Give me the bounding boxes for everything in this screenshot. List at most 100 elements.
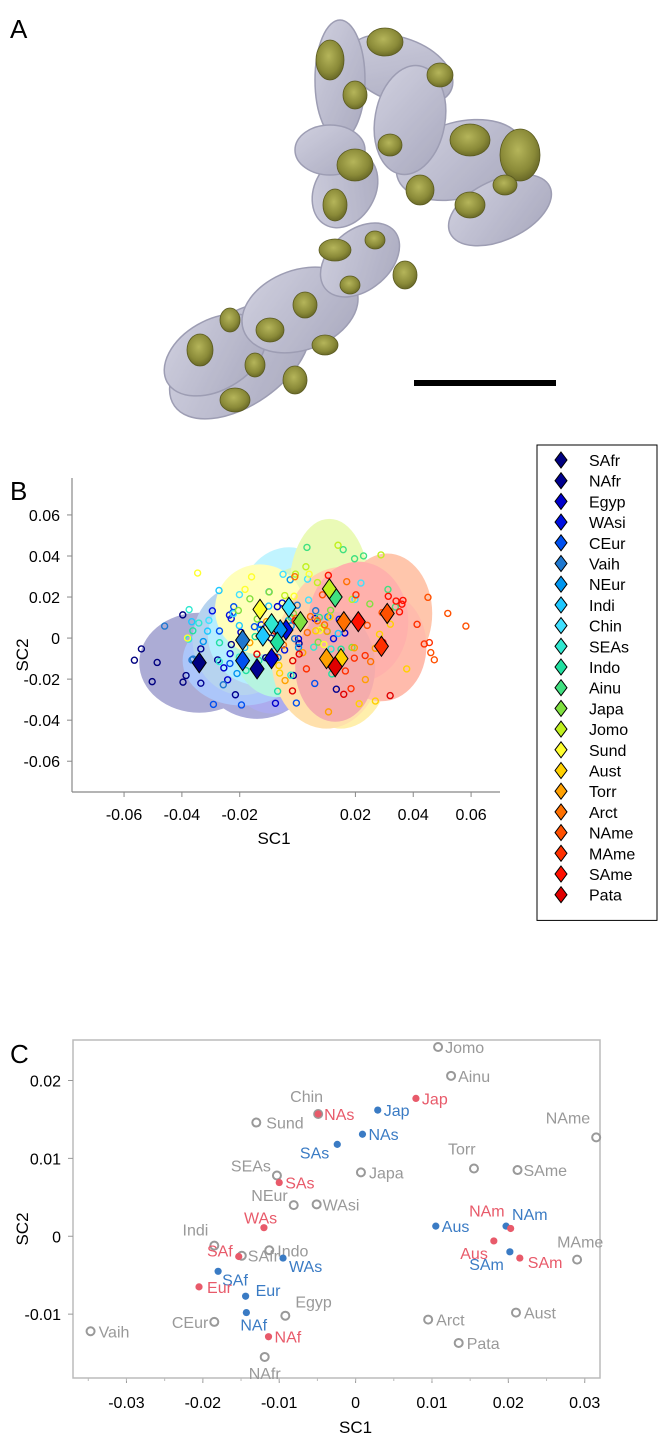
panel-b-sample-point [215, 639, 224, 647]
panel-b-legend-label: Arct [589, 805, 618, 822]
panel-b-sample-point [291, 573, 299, 581]
panel-c-label-aust: Aust [524, 1306, 557, 1323]
panel-b-legend-label: Jomo [589, 722, 628, 739]
panel-b-sample-point [302, 563, 310, 571]
panel-c-label-nam: NAm [512, 1207, 548, 1224]
panel-b-sample-point [295, 650, 303, 658]
panel-c-x-tick-label: 0.01 [416, 1395, 447, 1412]
panel-c-label-vaih: Vaih [99, 1324, 130, 1341]
panel-c-label-aus: Aus [460, 1246, 488, 1263]
panel-b-sample-point [323, 627, 331, 635]
panel-c-label: C [10, 1039, 29, 1069]
panel-b-sample-point [208, 607, 217, 615]
panel-b-sample-point [334, 541, 342, 549]
panel-b-y-tick-label: -0.04 [24, 713, 61, 730]
panel-b-sample-point [324, 571, 333, 580]
panel-b-sample-point [316, 626, 324, 634]
panel-c-x-tick-label: -0.03 [108, 1395, 145, 1412]
panel-c-label-arct: Arct [436, 1313, 465, 1330]
panel-c-point-ainu [446, 1070, 457, 1081]
panel-b-sample-point [366, 600, 374, 608]
panel-c-label-pata: Pata [467, 1336, 500, 1353]
panel-b-sample-point [223, 676, 232, 684]
panel-c-label-sam: SAm [528, 1255, 563, 1272]
panel-b-sample-point [264, 602, 273, 610]
panel-b-sample-point [359, 552, 368, 560]
panel-b-sample-point [318, 591, 327, 599]
panel-c-label-wasi: WAsi [323, 1197, 360, 1214]
panel-b-sample-point [311, 679, 319, 688]
panel-b-centroid-pata [327, 655, 343, 678]
panel-b-sample-point [350, 654, 359, 662]
panel-b-sample-point [219, 681, 228, 689]
panel-c-point-torr [468, 1163, 479, 1174]
panel-b-sample-point [324, 708, 333, 716]
panel-c-point-arct [423, 1314, 434, 1325]
panel-b-centroid-egyp [263, 647, 280, 670]
panel-b-sample-point [273, 687, 282, 695]
panel-c-point-nam [507, 1224, 515, 1233]
panel-b-y-tick-label: 0.02 [29, 590, 60, 607]
panel-c-label-eur: Eur [207, 1280, 233, 1297]
panel-c-label-saf: SAf [222, 1272, 248, 1289]
panel-b-sample-point [327, 645, 335, 653]
panel-c-point-jomo [433, 1042, 444, 1053]
panel-c-label-was: WAs [244, 1211, 277, 1228]
panel-c-label-ainu: Ainu [458, 1069, 490, 1086]
panel-c-point-indo [264, 1245, 275, 1256]
panel-b-sample-point [292, 699, 301, 707]
panel-c-point-nas [314, 1110, 322, 1118]
panel-c-point-eur [195, 1283, 203, 1291]
panel-b-centroid-japa [292, 610, 309, 633]
panel-b-legend-label: Vaih [589, 557, 620, 574]
panel-c-point-same [512, 1165, 523, 1176]
panel-b-sample-point [197, 679, 205, 687]
panel-b-sample-point [361, 675, 370, 684]
panel-b-sample-point [234, 606, 243, 615]
panel-b-centroid-vaih [235, 629, 251, 652]
panel-b-centroid-arct [336, 610, 352, 633]
panel-b-centroid-nafr [249, 657, 265, 680]
panel-b-x-tick-label: 0.02 [340, 807, 371, 824]
panel-c-label-indi: Indi [183, 1223, 209, 1240]
panel-c-point-aus [432, 1222, 440, 1230]
panel-b-sample-point [386, 691, 394, 700]
panel-b-sample-point [215, 627, 224, 635]
panel-c-chart: 0.02 0.01 0 -0.01 -0.03 -0.02 -0.01 0 0.01 0.02 0.… [13, 1039, 603, 1435]
panel-c-label-saf: SAf [207, 1244, 233, 1261]
panel-b-sample-point [311, 607, 320, 615]
panel-b-sample-point [355, 700, 363, 708]
panel-b-legend-marker [554, 658, 568, 676]
panel-b-sample-point [275, 669, 284, 677]
panel-b-legend-label: Torr [589, 784, 617, 801]
panel-c-label-mame: MAme [557, 1235, 603, 1252]
panel-c-label-was: WAs [289, 1259, 322, 1276]
panel-b-sample-point [226, 659, 234, 668]
panel-b-sample-point [230, 603, 238, 611]
panel-b-sample-point [231, 691, 240, 699]
panel-b-y-tick-label: 0.06 [29, 508, 60, 525]
panel-c-label-sund: Sund [266, 1116, 303, 1133]
panel-c-point-egyp [280, 1310, 291, 1321]
panel-b-sample-point [235, 590, 244, 599]
panel-b-legend-label: Sund [589, 743, 626, 760]
panel-b-legend-marker [554, 678, 568, 697]
panel-b-sample-point [130, 656, 139, 664]
panel-c-point-name [591, 1132, 602, 1143]
panel-b-sample-point [340, 690, 348, 698]
panel-b-sample-point [188, 618, 196, 626]
panel-b-x-tick-label: -0.06 [106, 807, 143, 824]
panel-b-legend-label: Ainu [589, 681, 621, 698]
panel-b-sample-point [371, 697, 380, 705]
panel-c-point-eur [242, 1292, 250, 1300]
panel-b-centroid-safr [191, 651, 207, 674]
panel-c-point-jap [374, 1106, 382, 1114]
panel-b-sample-point [351, 595, 359, 604]
panel-b-centroid-name [379, 602, 395, 625]
panel-b-sample-point [288, 687, 297, 695]
panel-b-sample-point [220, 664, 228, 672]
panel-b-legend-marker [554, 720, 568, 738]
panel-c-point-aust [510, 1307, 521, 1318]
panel-c-point-neur [288, 1200, 299, 1211]
